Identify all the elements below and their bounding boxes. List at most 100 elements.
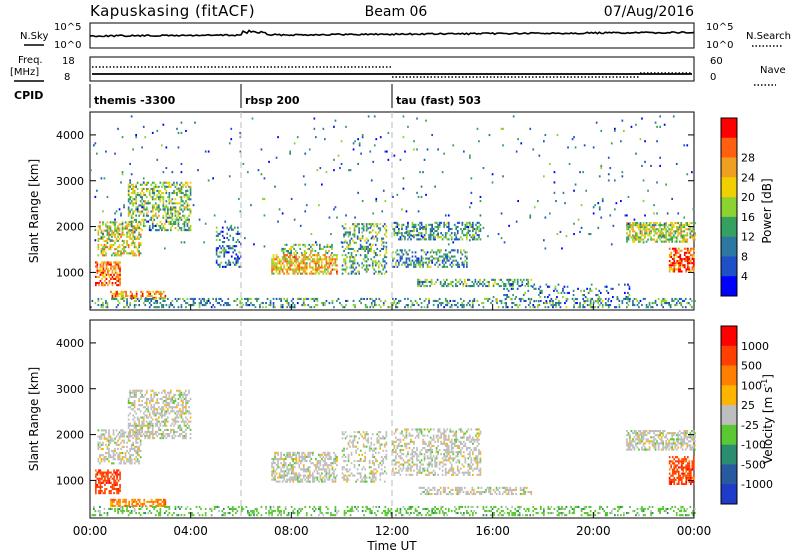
- data-cell: [302, 455, 305, 458]
- data-cell: [156, 189, 159, 192]
- data-cell: [124, 225, 127, 228]
- data-cell: [115, 443, 118, 446]
- data-cell: [342, 306, 344, 309]
- data-cell: [601, 197, 604, 200]
- data-cell: [313, 480, 316, 483]
- data-cell: [144, 136, 147, 139]
- data-cell: [293, 306, 296, 309]
- data-cell: [601, 304, 604, 307]
- data-cell: [133, 189, 136, 192]
- data-cell: [182, 412, 184, 415]
- data-cell: [274, 268, 276, 271]
- data-cell: [398, 261, 400, 264]
- data-cell: [165, 412, 168, 415]
- data-cell: [230, 224, 233, 227]
- data-cell: [302, 304, 305, 307]
- data-cell: [168, 402, 171, 405]
- data-cell: [341, 264, 344, 267]
- data-cell: [183, 194, 186, 197]
- data-cell: [680, 232, 683, 235]
- data-cell: [138, 250, 140, 253]
- data-cell: [183, 424, 186, 427]
- data-cell: [155, 500, 158, 503]
- data-cell: [132, 389, 134, 392]
- data-cell: [453, 299, 456, 302]
- data-cell: [340, 140, 343, 143]
- data-cell: [283, 476, 285, 479]
- data-cell: [229, 263, 232, 266]
- data-cell: [636, 232, 639, 235]
- data-cell: [396, 222, 399, 225]
- data-cell: [347, 233, 350, 236]
- data-cell: [133, 246, 136, 249]
- data-cell: [678, 302, 681, 305]
- data-cell: [491, 173, 494, 176]
- data-cell: [301, 262, 304, 265]
- data-cell: [660, 228, 663, 231]
- data-cell: [113, 471, 115, 474]
- data-cell: [537, 200, 539, 203]
- data-cell: [544, 302, 547, 305]
- data-cell: [164, 498, 167, 501]
- data-cell: [100, 252, 103, 255]
- data-cell: [343, 250, 345, 253]
- data-cell: [103, 229, 106, 232]
- data-cell: [180, 304, 183, 307]
- data-cell: [179, 424, 181, 427]
- data-cell: [459, 283, 462, 286]
- data-cell: [510, 287, 513, 290]
- data-cell: [103, 239, 106, 242]
- data-cell: [451, 285, 454, 288]
- data-cell: [343, 260, 345, 263]
- data-cell: [94, 239, 97, 242]
- data-cell: [668, 266, 671, 269]
- data-cell: [301, 258, 304, 261]
- data-cell: [133, 185, 136, 188]
- data-cell: [293, 142, 296, 145]
- data-cell: [470, 191, 473, 194]
- data-cell: [182, 430, 184, 433]
- data-cell: [379, 306, 382, 309]
- data-cell: [674, 249, 677, 252]
- data-cell: [629, 297, 631, 300]
- data-cell: [298, 458, 301, 461]
- data-cell: [500, 285, 502, 288]
- data-cell: [343, 235, 345, 238]
- data-cell: [645, 226, 648, 229]
- data-cell: [449, 251, 452, 254]
- data-cell: [277, 462, 279, 465]
- data-cell: [272, 256, 275, 259]
- data-cell: [654, 232, 657, 235]
- data-cell: [138, 252, 140, 255]
- data-cell: [120, 294, 123, 297]
- data-cell: [319, 266, 322, 269]
- data-cell: [183, 241, 186, 244]
- data-cell: [156, 500, 159, 503]
- data-cell: [129, 196, 131, 199]
- data-cell: [144, 200, 147, 203]
- data-cell: [467, 302, 470, 305]
- data-cell: [108, 456, 110, 459]
- data-cell: [161, 416, 163, 419]
- data-cell: [431, 230, 433, 233]
- data-cell: [180, 400, 183, 403]
- data-cell: [114, 225, 116, 228]
- data-cell: [392, 265, 394, 268]
- data-cell: [111, 275, 114, 278]
- data-cell: [117, 229, 119, 232]
- data-cell: [146, 290, 149, 293]
- data-cell: [130, 458, 133, 461]
- data-cell: [182, 192, 184, 195]
- data-cell: [385, 229, 388, 232]
- data-cell: [301, 304, 304, 307]
- data-cell: [204, 150, 207, 153]
- data-cell: [171, 418, 174, 421]
- data-cell: [376, 223, 379, 226]
- data-cell: [180, 426, 183, 429]
- data-cell: [109, 441, 112, 444]
- data-cell: [151, 435, 154, 438]
- data-cell: [318, 262, 320, 265]
- data-cell: [145, 424, 148, 427]
- data-cell: [132, 241, 134, 244]
- data-cell: [435, 251, 438, 254]
